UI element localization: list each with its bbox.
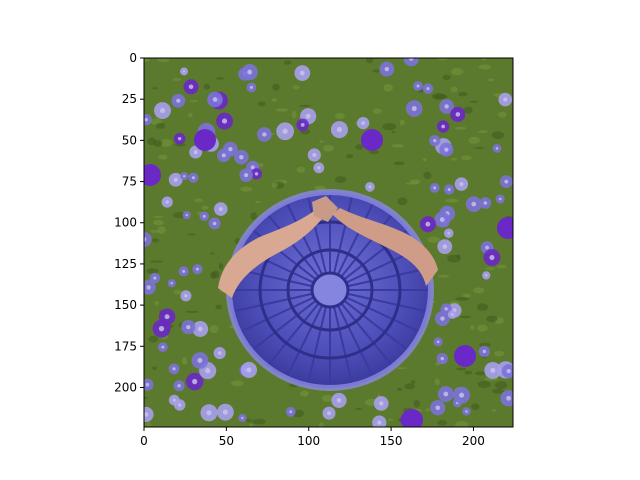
stained-glass-window	[226, 189, 434, 391]
hands	[218, 196, 438, 298]
flower	[497, 217, 513, 239]
flower	[144, 406, 154, 422]
x-tick-label: 200	[462, 434, 485, 448]
y-tick-label: 200	[114, 380, 137, 394]
flower	[403, 58, 419, 67]
flower	[144, 231, 152, 248]
y-tick-label: 150	[114, 298, 137, 312]
flower	[401, 409, 423, 427]
x-tick-label: 100	[297, 434, 320, 448]
x-axis: 0 50 100 150 200	[140, 427, 485, 448]
plot-frame	[143, 57, 514, 428]
y-tick-label: 0	[129, 51, 137, 65]
x-tick-label: 0	[140, 434, 148, 448]
flower	[194, 129, 216, 151]
flower	[454, 345, 476, 367]
y-tick-label: 100	[114, 216, 137, 230]
y-tick-label: 175	[114, 339, 137, 353]
flower	[361, 129, 383, 151]
flower	[144, 164, 161, 186]
y-tick-label: 125	[114, 257, 137, 271]
photo-image	[144, 58, 513, 427]
x-tick-label: 150	[380, 434, 403, 448]
window-spokes	[232, 195, 428, 385]
y-tick-label: 25	[122, 92, 137, 106]
y-axis: 0 25 50 75 100 125 150 175 200	[114, 51, 144, 394]
flower-cluster	[144, 58, 513, 427]
y-tick-label: 50	[122, 133, 137, 147]
x-tick-label: 50	[219, 434, 234, 448]
y-tick-label: 75	[122, 175, 137, 189]
